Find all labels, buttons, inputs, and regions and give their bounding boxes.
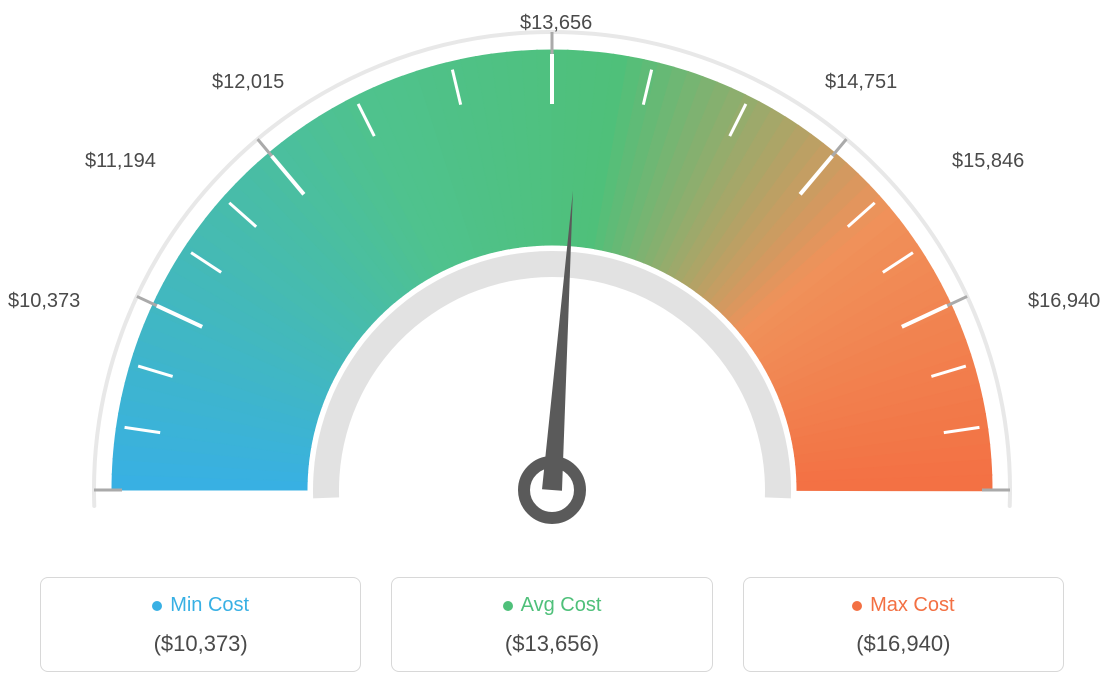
max-title-row: Max Cost [754,594,1053,617]
min-title: Min Cost [170,594,249,617]
summary-row: Min Cost ($10,373) Avg Cost ($13,656) Ma… [40,577,1064,672]
min-dot-icon [152,601,162,611]
gauge-tick-label: $10,373 [8,290,80,313]
gauge-tick-label: $14,751 [825,71,897,94]
max-dot-icon [852,601,862,611]
min-title-row: Min Cost [51,594,350,617]
gauge-svg [0,0,1104,560]
avg-title-row: Avg Cost [402,594,701,617]
gauge-tick-label: $15,846 [952,150,1024,173]
avg-dot-icon [503,601,513,611]
max-title: Max Cost [870,594,954,617]
avg-cost-card: Avg Cost ($13,656) [391,577,712,672]
gauge-area: $10,373 $11,194 $12,015 $13,656 $14,751 $15,8… [0,0,1104,560]
gauge-tick-label: $16,940 [1028,290,1100,313]
gauge-tick-label: $13,656 [520,12,592,35]
cost-gauge-infographic: $10,373 $11,194 $12,015 $13,656 $14,751 $15,8… [0,0,1104,690]
max-cost-card: Max Cost ($16,940) [743,577,1064,672]
max-value: ($16,940) [754,631,1053,657]
avg-title: Avg Cost [521,594,602,617]
gauge-tick-label: $12,015 [212,71,284,94]
gauge-tick-label: $11,194 [85,150,156,173]
avg-value: ($13,656) [402,631,701,657]
min-value: ($10,373) [51,631,350,657]
min-cost-card: Min Cost ($10,373) [40,577,361,672]
